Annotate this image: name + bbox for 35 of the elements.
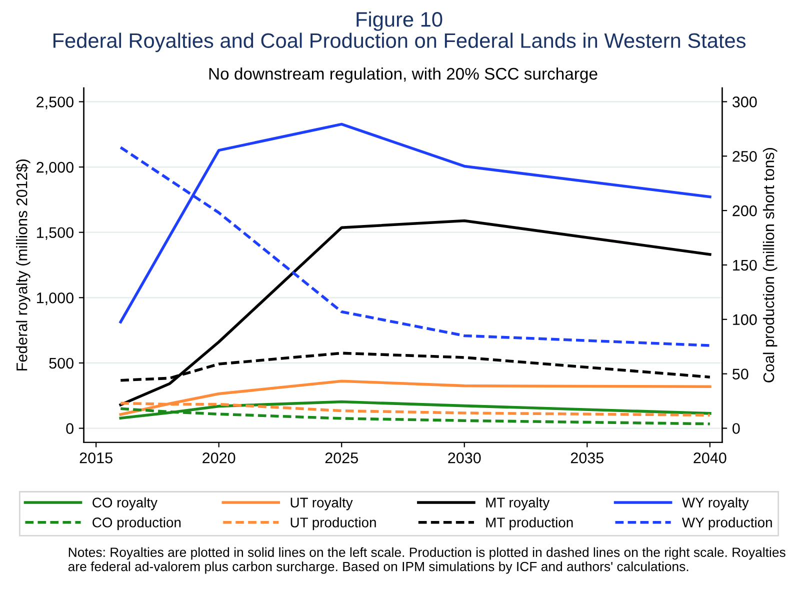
legend-label: UT royalty: [290, 497, 353, 510]
chart-subtitle: Federal Royalties and Coal Production on Federal Lands in Western States: [54, 32, 746, 52]
chart-title: Figure 10: [356, 12, 442, 31]
x-tick-label: 2030: [448, 452, 481, 464]
x-tick-label: 2015: [80, 452, 112, 464]
legend-label: WY royalty: [682, 497, 749, 510]
y2-tick-label: 50: [732, 368, 748, 380]
text: Notes: Royalties are plotted in solid lines on the left scale. Production is plotted in dashed lines on the right scale. Royalties are federal ad-valorem plus carbon surcharge. Based on IPM simulations by ICF and authors' calculations.: [68, 547, 786, 574]
legend-label: CO production: [92, 517, 181, 530]
y2-tick-label: 0: [732, 423, 740, 434]
y-tick-label: 0: [66, 423, 74, 434]
legend-label: MT production: [486, 517, 573, 530]
y-tick-label: 1,000: [37, 292, 74, 306]
y-tick-label: 500: [49, 358, 74, 369]
y2-tick-label: 250: [732, 150, 757, 162]
x-tick-label: 2020: [202, 452, 236, 464]
y-tick-label: 2,000: [36, 162, 74, 175]
x-tick-label: 2035: [570, 452, 604, 464]
y2-axis-title: Coal production (million short tons): [762, 148, 778, 382]
x-tick-label: 2040: [694, 452, 726, 464]
y2-tick-label: 300: [732, 96, 757, 108]
y2-tick-label: 100: [733, 314, 757, 326]
legend-label: WY production: [682, 517, 772, 530]
line-series: [119, 380, 712, 416]
y2-tick-label: 150: [733, 260, 757, 271]
line-series: [119, 219, 712, 406]
legend-label: CO royalty: [92, 497, 158, 510]
legend-label: MT royalty: [486, 497, 550, 510]
y-tick-label: 2,500: [36, 96, 74, 110]
text: No downstream regulation, with 20% SCC surcharge: [209, 67, 598, 83]
y-axis-title: Federal royalty (millions 2012$): [16, 160, 30, 370]
y2-tick-label: 200: [732, 205, 757, 216]
legend-label: UT production: [290, 517, 376, 530]
y-tick-label: 1,500: [37, 227, 74, 240]
x-tick-label: 2025: [325, 452, 358, 464]
